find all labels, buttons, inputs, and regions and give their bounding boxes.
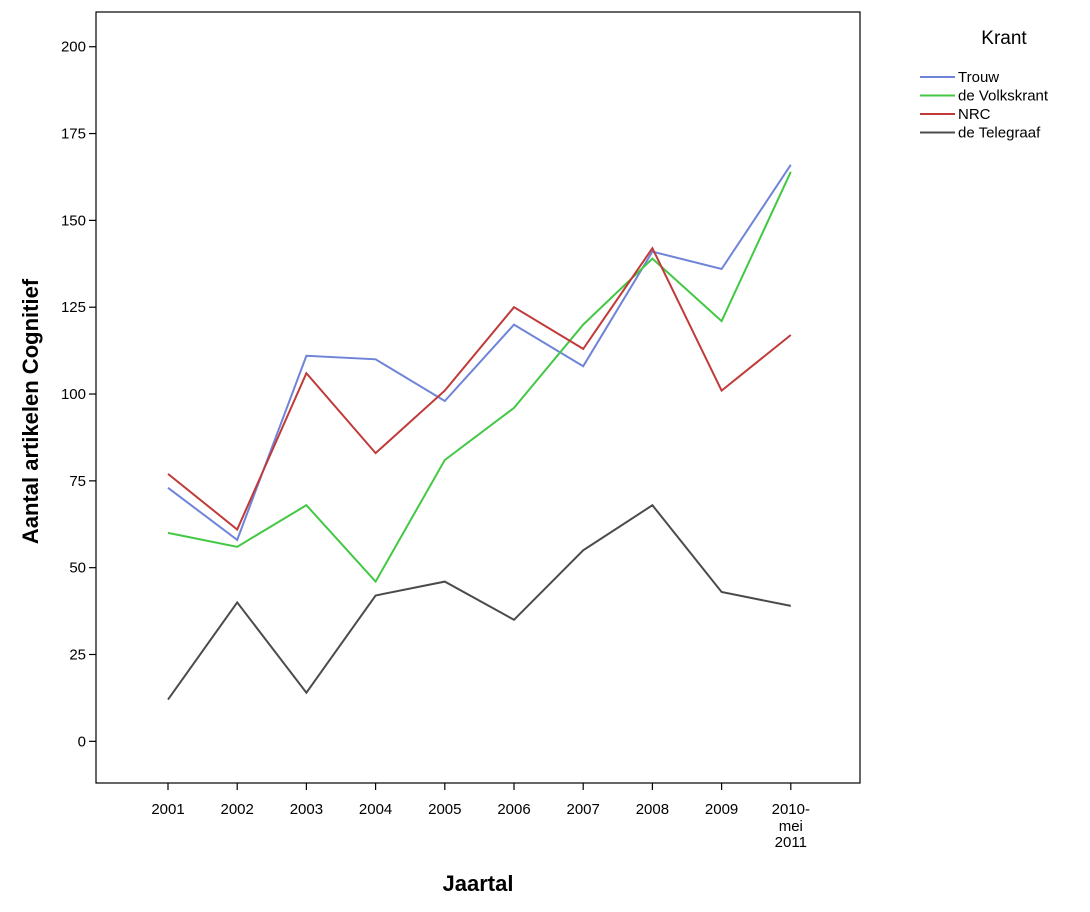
x-tick-label: 2001 bbox=[151, 801, 184, 818]
y-tick-label: 50 bbox=[69, 560, 86, 577]
axes: 0 25 50 75 100 125 150 175 200 2001 2002 2003 2004 20… bbox=[61, 39, 810, 851]
y-tick-label: 75 bbox=[69, 473, 86, 490]
series-line-de-volkskrant bbox=[167, 171, 792, 584]
x-tick-label: 2002 bbox=[221, 801, 254, 818]
x-tick-label-line: 2006 bbox=[497, 801, 530, 818]
legend-label: de Volkskrant bbox=[958, 88, 1049, 105]
plot-frame bbox=[95, 11, 861, 784]
legend-title: Krant bbox=[981, 28, 1027, 49]
x-tick-label: 2008 bbox=[636, 801, 669, 818]
x-tick-label-line: 2005 bbox=[428, 801, 461, 818]
y-tick-label: 125 bbox=[61, 299, 86, 316]
plot-area bbox=[95, 11, 861, 784]
x-tick-label: 2003 bbox=[290, 801, 323, 818]
series-line-trouw bbox=[167, 164, 792, 542]
x-tick-label-line: 2009 bbox=[705, 801, 738, 818]
x-tick-label: 2007 bbox=[567, 801, 600, 818]
legend-label: de Telegraaf bbox=[958, 125, 1041, 142]
x-tick-label-line: 2003 bbox=[290, 801, 323, 818]
series-lines bbox=[167, 164, 792, 701]
y-tick-label: 100 bbox=[61, 386, 86, 403]
x-tick-label-line: 2002 bbox=[221, 801, 254, 818]
x-axis-title: Jaartal bbox=[443, 871, 514, 896]
x-tick-label-line: mei bbox=[779, 818, 803, 835]
x-tick-label-line: 2008 bbox=[636, 801, 669, 818]
x-tick-label-line: 2010- bbox=[772, 801, 810, 818]
x-tick-label-line: 2011 bbox=[775, 834, 807, 851]
series-line-de-telegraaf bbox=[167, 503, 791, 701]
x-tick-label: 2005 bbox=[428, 801, 461, 818]
y-tick-label: 25 bbox=[69, 647, 86, 664]
x-tick-label-line: 2001 bbox=[151, 801, 184, 818]
x-tick-label-line: 2004 bbox=[359, 801, 392, 818]
series-line-nrc bbox=[167, 246, 792, 532]
x-tick-label: 2010-mei 2011 bbox=[772, 801, 810, 851]
y-axis-title: Aantal artikelen Cognitief bbox=[18, 278, 43, 544]
y-tick-label: 0 bbox=[78, 733, 86, 750]
x-tick-label: 2009 bbox=[705, 801, 738, 818]
y-tick-label: 200 bbox=[61, 39, 86, 56]
y-tick-label: 150 bbox=[61, 212, 86, 229]
legend-label: Trouw bbox=[958, 69, 999, 86]
legend-label: NRC bbox=[958, 106, 991, 123]
x-tick-label: 2004 bbox=[359, 801, 392, 818]
y-tick-label: 175 bbox=[61, 126, 86, 143]
x-tick-label: 2006 bbox=[497, 801, 530, 818]
x-tick-label-line: 2007 bbox=[567, 801, 600, 818]
